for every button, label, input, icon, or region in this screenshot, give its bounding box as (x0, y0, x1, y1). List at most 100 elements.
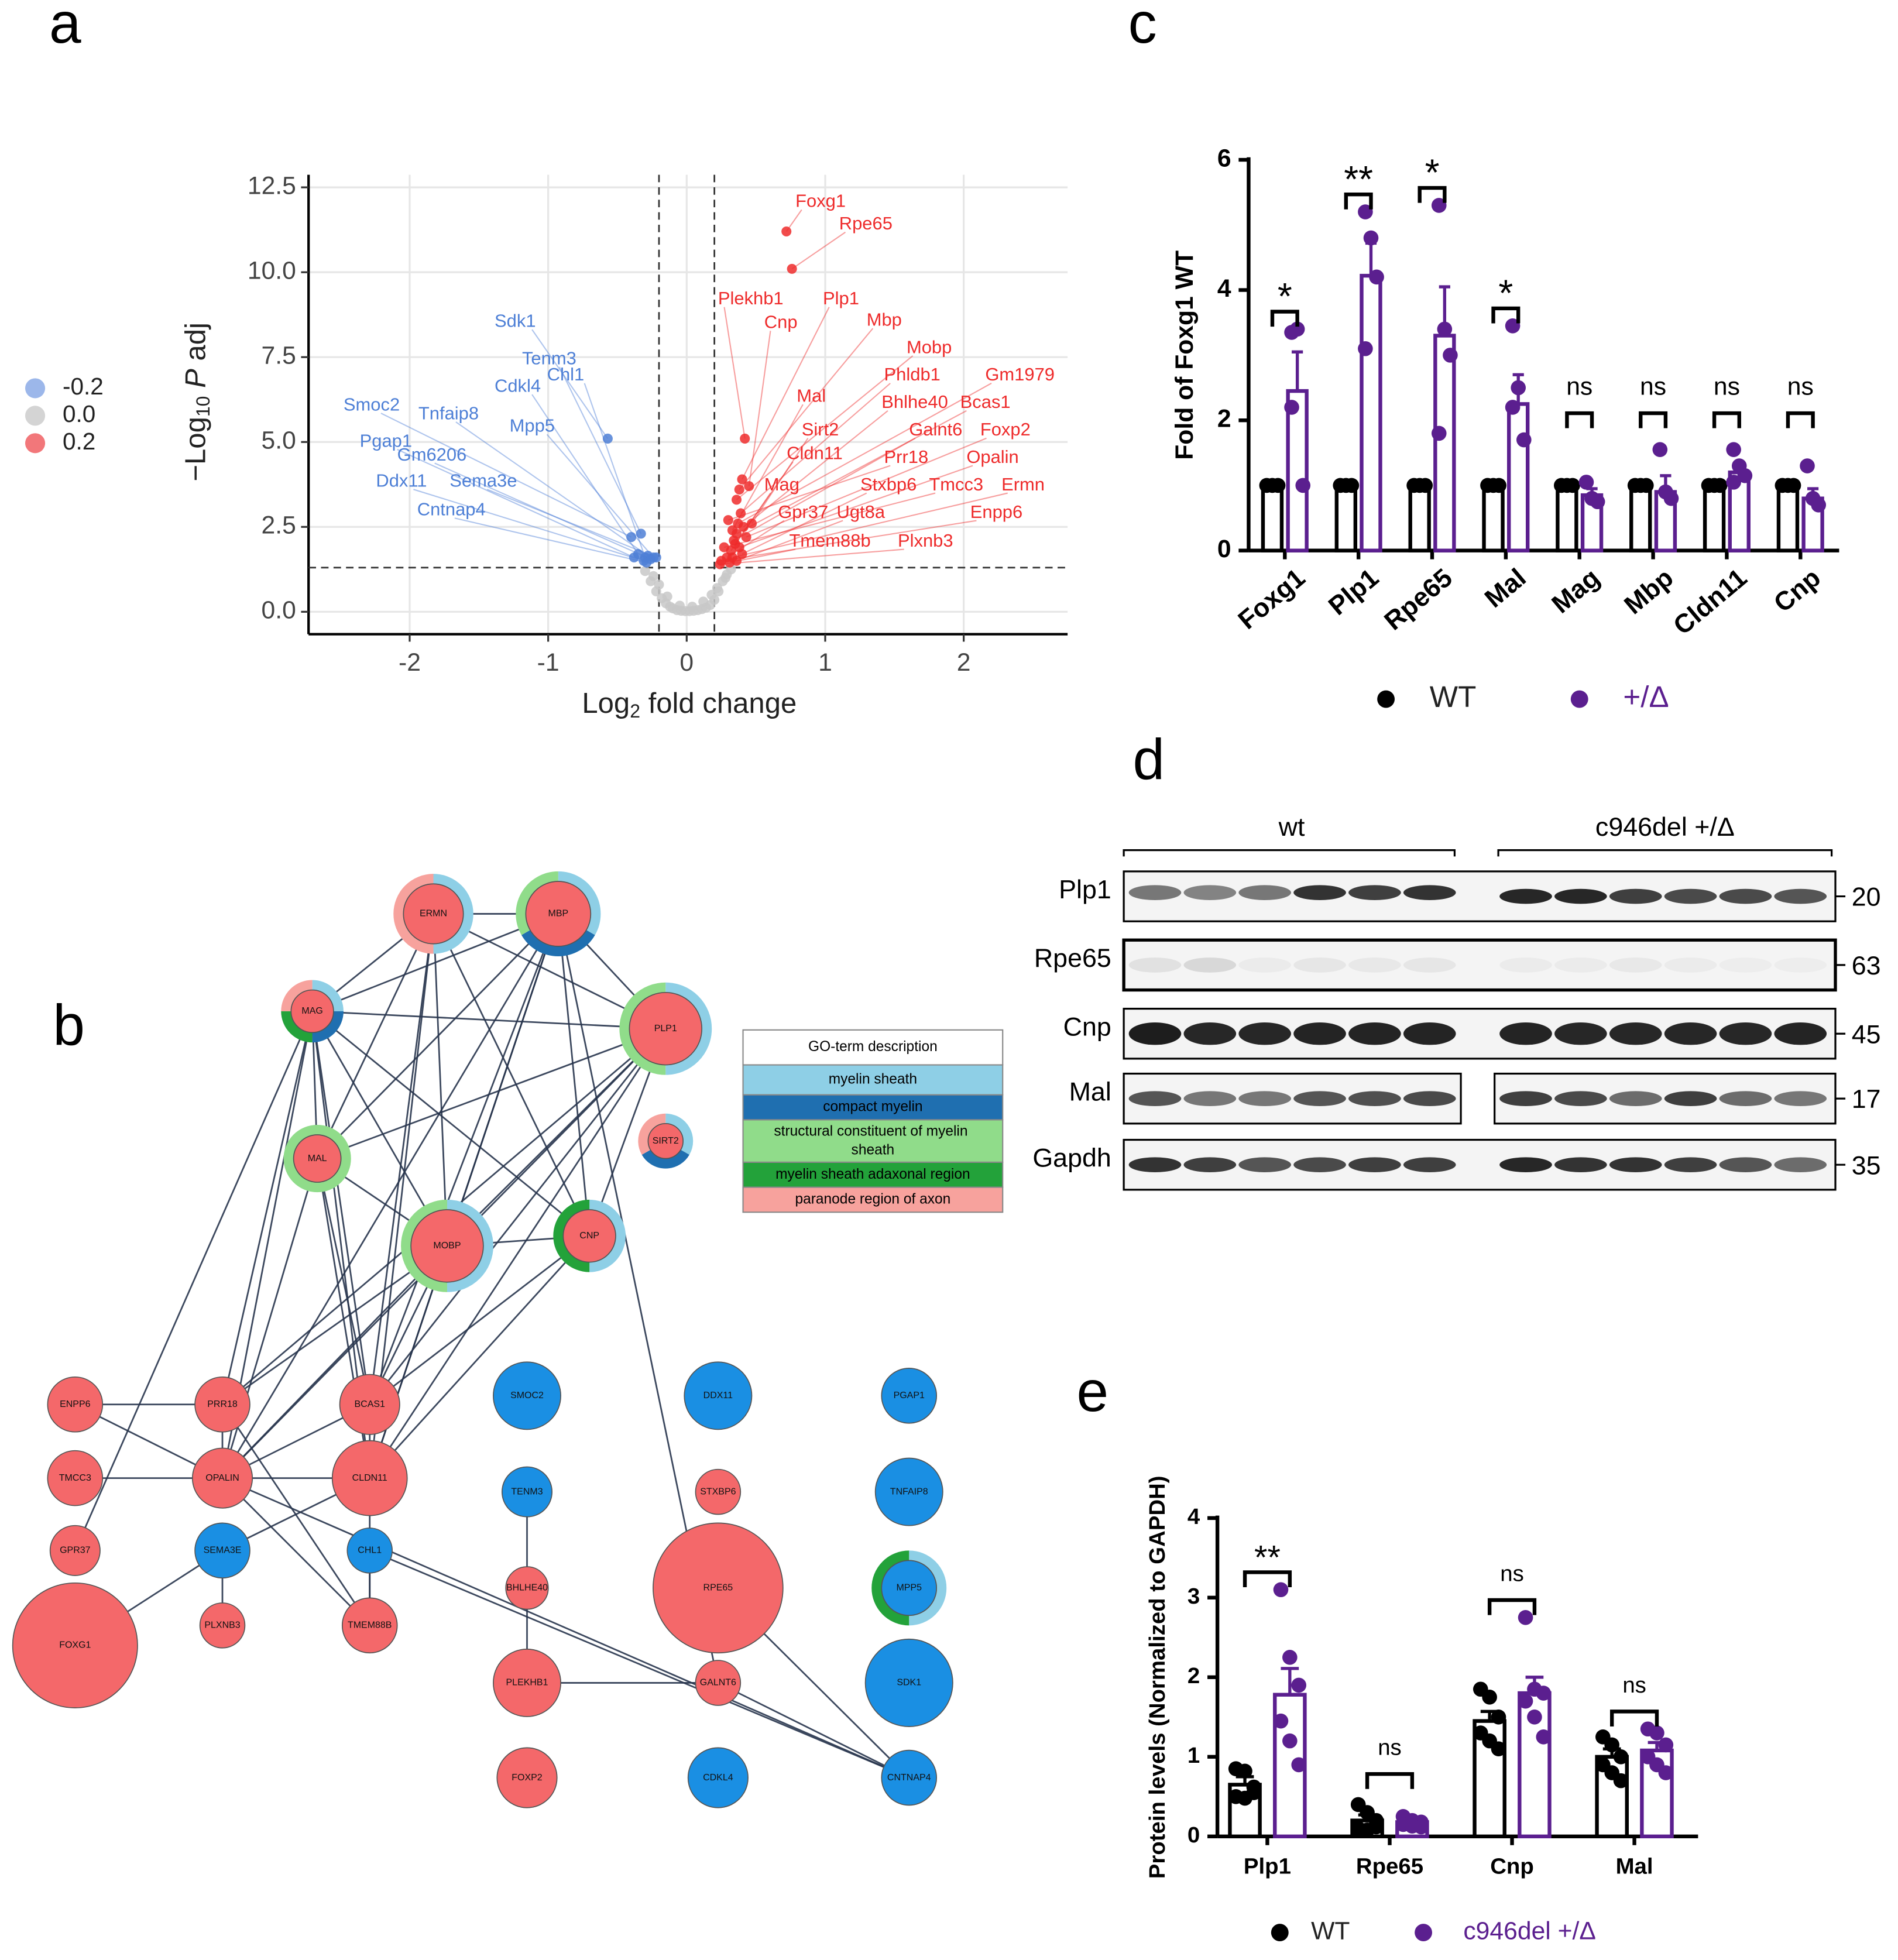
y-tick-label: 5.0 (262, 427, 296, 455)
network-node (199, 1602, 246, 1649)
blot-band (1499, 957, 1552, 973)
point-label: Plxnb3 (898, 530, 953, 551)
panel-label: b (53, 993, 85, 1058)
go-ring (447, 1199, 493, 1292)
blot-band (1609, 1022, 1662, 1045)
point-label: Gm6206 (397, 444, 467, 465)
blot-band (1293, 1091, 1346, 1106)
bar (1703, 483, 1726, 552)
network-node (687, 1747, 749, 1808)
point-label: Bhlhe40 (881, 392, 948, 412)
legend-swatch (25, 433, 46, 454)
label-leader (732, 404, 804, 531)
data-point (720, 572, 731, 583)
x-tick-label: 1 (818, 648, 832, 677)
y-axis-title: −Log10 P adj (180, 322, 214, 482)
y-tick-label: 6 (1217, 144, 1231, 172)
data-point (1511, 380, 1526, 396)
data-point (1289, 321, 1305, 337)
network-node (562, 1209, 616, 1263)
legend-swatch (25, 378, 46, 399)
go-ring (589, 1199, 626, 1272)
data-point (1344, 478, 1360, 493)
blot-band (1664, 1157, 1717, 1173)
point-label: Tenm3 (522, 348, 576, 369)
data-point (1237, 1763, 1252, 1779)
data-point (1658, 1737, 1674, 1753)
legend-box (742, 1029, 1004, 1066)
data-point (737, 474, 747, 485)
network-node (874, 1457, 943, 1526)
data-point (1518, 1693, 1533, 1709)
data-point (1282, 1733, 1298, 1749)
point-label: Cntnap4 (417, 499, 486, 520)
network-node (881, 1368, 938, 1424)
network-edge (369, 1235, 591, 1405)
node-label: MBP (548, 909, 569, 919)
data-point (787, 263, 797, 274)
network-node (194, 1522, 250, 1579)
data-point (674, 600, 685, 611)
y-tick-label: 4 (1187, 1504, 1200, 1529)
y-tick-label: 1 (1187, 1743, 1200, 1768)
point-label: Mbp (867, 309, 902, 329)
label-leader (742, 492, 867, 555)
network-node (864, 1638, 953, 1727)
bar (1556, 483, 1578, 552)
data-point (1491, 1741, 1506, 1757)
error-bar (1281, 1667, 1299, 1695)
data-point (640, 566, 650, 576)
data-point (1527, 1710, 1542, 1725)
node-label: FOXG1 (59, 1640, 91, 1650)
data-point (740, 433, 750, 444)
blot-band (1293, 957, 1346, 973)
group-label: wt (1278, 812, 1305, 842)
blot-band (1774, 957, 1827, 973)
blot-band (1774, 1157, 1827, 1173)
node-label: TMEM88B (348, 1621, 392, 1631)
data-point (1613, 1773, 1629, 1789)
panel-label: d (1133, 727, 1165, 791)
group-bracket (1123, 849, 1456, 857)
network-edge (369, 1550, 909, 1779)
node-label: GPR37 (60, 1546, 91, 1556)
y-tick-label: 4 (1217, 274, 1231, 303)
network-edge (369, 913, 560, 1405)
network-edge (311, 1010, 591, 1237)
data-point (719, 542, 729, 552)
bar (1261, 483, 1284, 552)
x-axis-title: Log2 fold change (582, 688, 797, 722)
label-leader (397, 448, 634, 558)
network-node (493, 1648, 561, 1717)
network-edge (74, 1011, 313, 1551)
network-edge (316, 1158, 371, 1405)
data-point (747, 518, 757, 529)
data-point (1358, 341, 1373, 356)
significance-bracket (1270, 310, 1299, 327)
node-label: OPALIN (205, 1473, 239, 1483)
go-ring (283, 1124, 351, 1193)
network-node (403, 883, 464, 945)
significance-label: ns (1500, 1561, 1524, 1586)
blot-band (1183, 1157, 1237, 1173)
bar (1482, 483, 1505, 552)
node-label: ENPP6 (60, 1399, 91, 1409)
significance-label: ns (1640, 373, 1666, 401)
blot-band (1183, 1091, 1237, 1106)
node-label: CLDN11 (352, 1473, 387, 1483)
go-ring (401, 1199, 448, 1292)
blot-band (1403, 1022, 1456, 1045)
node-label: RPE65 (703, 1583, 733, 1593)
network-node (629, 991, 702, 1066)
y-tick-label: 0 (1187, 1822, 1200, 1848)
data-point (1663, 490, 1679, 506)
network-node (346, 1528, 393, 1574)
data-point (1369, 269, 1384, 285)
legend-swatch (742, 1161, 1004, 1188)
data-point (741, 532, 751, 543)
network-node (12, 1582, 138, 1708)
data-point (737, 549, 747, 559)
y-tick-label: 12.5 (248, 171, 296, 200)
blot-band (1719, 957, 1772, 973)
error-bar (1292, 350, 1303, 392)
